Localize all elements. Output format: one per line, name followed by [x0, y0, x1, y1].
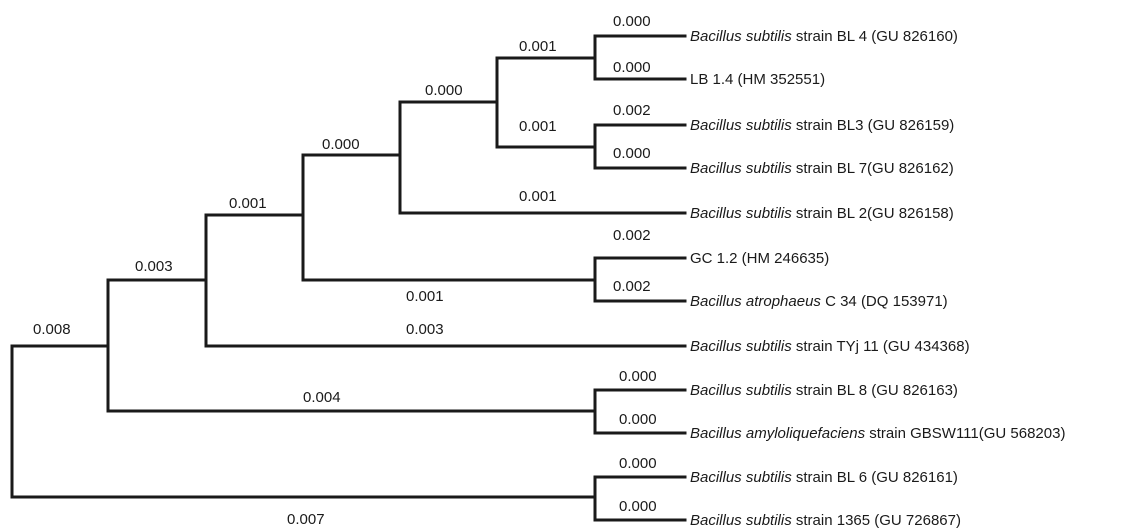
strain-text: strain BL 8 (GU 826163)	[792, 382, 958, 399]
branch-length-label: 0.001	[406, 288, 444, 305]
branch-length-label: 0.002	[613, 278, 651, 295]
strain-text: strain GBSW111(GU 568203)	[865, 425, 1065, 442]
species-name: Bacillus atrophaeus	[690, 293, 821, 310]
species-name: Bacillus subtilis	[690, 205, 792, 222]
branch-length-label: 0.008	[33, 321, 71, 338]
branch-length-label: 0.000	[619, 411, 657, 428]
branch-length-label: 0.000	[425, 82, 463, 99]
species-name: Bacillus subtilis	[690, 117, 792, 134]
strain-text: LB 1.4 (HM 352551)	[690, 71, 825, 88]
branch-length-label: 0.000	[619, 498, 657, 515]
taxon-label: LB 1.4 (HM 352551)	[690, 71, 825, 88]
taxon-label: Bacillus subtilis strain 1365 (GU 726867…	[690, 512, 961, 529]
taxon-label: Bacillus amyloliquefaciens strain GBSW11…	[690, 425, 1065, 442]
branch-length-label: 0.001	[519, 188, 557, 205]
species-name: Bacillus subtilis	[690, 28, 792, 45]
species-name: Bacillus subtilis	[690, 338, 792, 355]
taxon-label: Bacillus subtilis strain BL 4 (GU 826160…	[690, 28, 958, 45]
branch-length-label: 0.000	[613, 13, 651, 30]
branch-length-label: 0.002	[613, 227, 651, 244]
branch-length-label: 0.000	[619, 368, 657, 385]
strain-text: strain BL3 (GU 826159)	[792, 117, 955, 134]
taxon-label: Bacillus subtilis strain BL 2(GU 826158)	[690, 205, 954, 222]
taxon-label: Bacillus subtilis strain BL 7(GU 826162)	[690, 160, 954, 177]
branch-length-label: 0.001	[519, 38, 557, 55]
strain-text: GC 1.2 (HM 246635)	[690, 250, 829, 267]
branch-length-labels: 0.000 0.001 0.000 0.000 0.002 0.001 0.00…	[33, 13, 657, 528]
strain-text: strain TYj 11 (GU 434368)	[792, 338, 970, 355]
branch-length-label: 0.000	[613, 59, 651, 76]
species-name: Bacillus subtilis	[690, 469, 792, 486]
tree-branches	[10, 34, 687, 522]
branch-length-label: 0.003	[406, 321, 444, 338]
taxon-label: Bacillus subtilis strain TYj 11 (GU 4343…	[690, 338, 970, 355]
branch-length-label: 0.001	[519, 118, 557, 135]
branch-length-label: 0.000	[613, 145, 651, 162]
strain-text: strain BL 6 (GU 826161)	[792, 469, 958, 486]
species-name: Bacillus subtilis	[690, 160, 792, 177]
taxon-label: GC 1.2 (HM 246635)	[690, 250, 829, 267]
branch-length-label: 0.003	[135, 258, 173, 275]
taxon-label: Bacillus subtilis strain BL 8 (GU 826163…	[690, 382, 958, 399]
branch-length-label: 0.000	[322, 136, 360, 153]
strain-text: strain 1365 (GU 726867)	[792, 512, 961, 529]
taxon-labels: Bacillus subtilis strain BL 4 (GU 826160…	[690, 28, 1065, 529]
branch-length-label: 0.004	[303, 389, 341, 406]
branch-length-label: 0.001	[229, 195, 267, 212]
species-name: Bacillus amyloliquefaciens	[690, 425, 866, 442]
taxon-label: Bacillus subtilis strain BL 6 (GU 826161…	[690, 469, 958, 486]
branch-length-label: 0.002	[613, 102, 651, 119]
species-name: Bacillus subtilis	[690, 512, 792, 529]
strain-text: strain BL 4 (GU 826160)	[792, 28, 958, 45]
taxon-label: Bacillus subtilis strain BL3 (GU 826159)	[690, 117, 954, 134]
species-name: Bacillus subtilis	[690, 382, 792, 399]
strain-text: C 34 (DQ 153971)	[821, 293, 948, 310]
branch-length-label: 0.000	[619, 455, 657, 472]
taxon-label: Bacillus atrophaeus C 34 (DQ 153971)	[690, 293, 948, 310]
strain-text: strain BL 2(GU 826158)	[792, 205, 954, 222]
strain-text: strain BL 7(GU 826162)	[792, 160, 954, 177]
branch-length-label: 0.007	[287, 511, 325, 528]
